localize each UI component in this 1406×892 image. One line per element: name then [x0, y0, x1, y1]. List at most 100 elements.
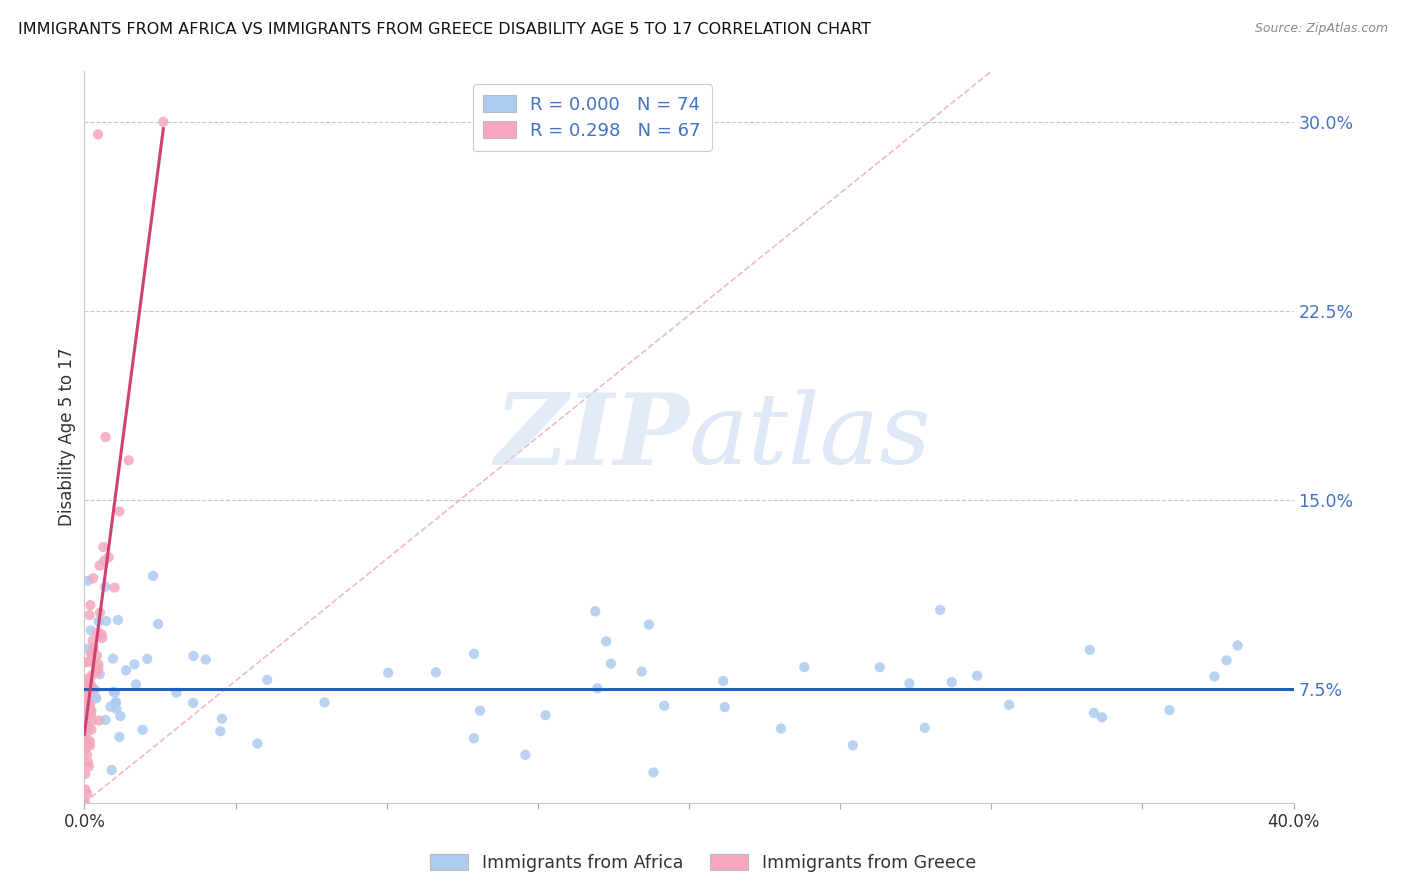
Point	[77, 676, 100, 690]
Point	[76, 787, 98, 801]
Point	[77, 759, 100, 773]
Point	[80, 704, 103, 718]
Point	[599, 657, 621, 671]
Point	[94, 430, 117, 444]
Point	[463, 647, 485, 661]
Point	[103, 581, 125, 595]
Point	[91, 631, 114, 645]
Point	[76, 747, 98, 762]
Point	[75, 686, 97, 700]
Text: IMMIGRANTS FROM AFRICA VS IMMIGRANTS FROM GREECE DISABILITY AGE 5 TO 17 CORRELAT: IMMIGRANTS FROM AFRICA VS IMMIGRANTS FRO…	[18, 22, 872, 37]
Point	[87, 615, 110, 629]
Point	[89, 558, 111, 573]
Point	[82, 681, 104, 696]
Point	[1091, 710, 1114, 724]
Point	[100, 699, 122, 714]
Point	[998, 698, 1021, 712]
Point	[84, 691, 107, 706]
Point	[80, 714, 103, 728]
Point	[714, 700, 737, 714]
Point	[1159, 703, 1181, 717]
Point	[115, 664, 138, 678]
Point	[104, 695, 127, 709]
Point	[183, 648, 205, 663]
Point	[105, 702, 128, 716]
Point	[103, 685, 125, 699]
Point	[75, 656, 97, 670]
Point	[77, 655, 100, 669]
Point	[124, 657, 146, 672]
Text: Source: ZipAtlas.com: Source: ZipAtlas.com	[1254, 22, 1388, 36]
Point	[75, 743, 97, 757]
Point	[75, 714, 97, 729]
Point	[75, 739, 97, 753]
Point	[586, 681, 609, 696]
Point	[181, 696, 204, 710]
Legend: R = 0.000   N = 74, R = 0.298   N = 67: R = 0.000 N = 74, R = 0.298 N = 67	[472, 84, 711, 151]
Point	[595, 634, 617, 648]
Point	[148, 617, 170, 632]
Point	[77, 721, 100, 735]
Point	[583, 604, 606, 618]
Point	[80, 723, 103, 737]
Point	[82, 643, 104, 657]
Point	[100, 763, 122, 777]
Point	[941, 675, 963, 690]
Point	[79, 734, 101, 748]
Point	[94, 713, 117, 727]
Point	[165, 686, 187, 700]
Point	[79, 681, 101, 695]
Point	[256, 673, 278, 687]
Point	[914, 721, 936, 735]
Point	[468, 704, 491, 718]
Point	[246, 737, 269, 751]
Point	[91, 540, 114, 554]
Point	[76, 706, 98, 720]
Point	[75, 728, 97, 742]
Point	[87, 714, 110, 728]
Point	[83, 682, 105, 697]
Point	[87, 128, 110, 142]
Point	[79, 697, 101, 711]
Point	[75, 725, 97, 739]
Point	[463, 731, 485, 746]
Point	[211, 712, 233, 726]
Point	[534, 708, 557, 723]
Text: atlas: atlas	[689, 390, 932, 484]
Point	[869, 660, 891, 674]
Point	[793, 660, 815, 674]
Point	[652, 698, 675, 713]
Point	[75, 782, 97, 797]
Point	[87, 661, 110, 675]
Point	[76, 692, 98, 706]
Point	[152, 115, 174, 129]
Point	[94, 580, 117, 594]
Point	[82, 633, 104, 648]
Point	[80, 624, 103, 638]
Point	[80, 647, 103, 661]
Point	[638, 617, 661, 632]
Point	[94, 614, 117, 628]
Point	[86, 648, 108, 663]
Point	[77, 672, 100, 686]
Point	[80, 707, 103, 722]
Point	[131, 723, 153, 737]
Point	[93, 553, 115, 567]
Point	[108, 504, 131, 518]
Point	[104, 686, 127, 700]
Point	[90, 627, 112, 641]
Point	[425, 665, 447, 680]
Legend: Immigrants from Africa, Immigrants from Greece: Immigrants from Africa, Immigrants from …	[423, 847, 983, 879]
Point	[1083, 706, 1105, 720]
Point	[79, 739, 101, 753]
Point	[84, 665, 107, 679]
Point	[76, 692, 98, 706]
Point	[80, 645, 103, 659]
Point	[314, 695, 336, 709]
Point	[104, 696, 127, 710]
Point	[898, 676, 921, 690]
Point	[76, 736, 98, 750]
Point	[89, 667, 111, 681]
Point	[1078, 643, 1101, 657]
Point	[75, 681, 97, 696]
